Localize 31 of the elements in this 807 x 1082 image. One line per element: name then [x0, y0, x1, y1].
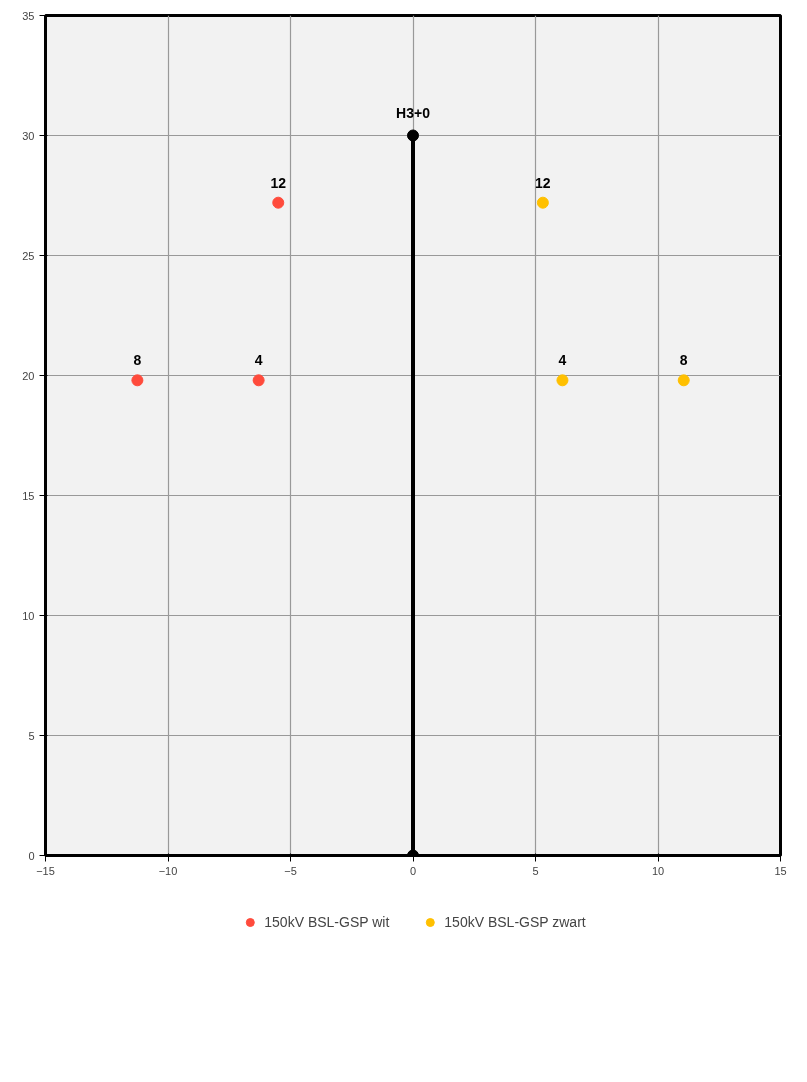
x-tick-label: −15 — [36, 864, 55, 877]
point — [272, 196, 285, 209]
x-tick-label: 0 — [409, 864, 417, 877]
x-tick-label: 10 — [651, 864, 665, 877]
y-tick-label: 15 — [22, 489, 35, 502]
y-tick-label: 35 — [22, 9, 35, 22]
y-tick-label: 10 — [22, 609, 35, 622]
x-tick-label: 15 — [774, 864, 787, 877]
y-tick-label: 25 — [22, 249, 35, 262]
annotation: 4 — [558, 352, 567, 369]
y-tick-label: 20 — [22, 369, 35, 382]
point — [407, 129, 419, 142]
annotation: 12 — [270, 174, 287, 191]
point — [131, 374, 144, 387]
annotation: 8 — [133, 352, 142, 369]
annotation: 12 — [535, 174, 551, 191]
x-tick-label: −5 — [284, 864, 297, 877]
point — [536, 196, 549, 209]
y-tick-label: 0 — [28, 849, 35, 862]
legend-label: 150kV BSL-GSP zwart — [444, 914, 586, 930]
annotation: 8 — [679, 352, 688, 369]
annotation: H3+0 — [396, 104, 431, 121]
x-tick-label: 5 — [532, 864, 539, 877]
legend-label: 150kV BSL-GSP wit — [264, 914, 390, 930]
y-tick-label: 30 — [22, 129, 35, 142]
point — [677, 374, 690, 387]
point — [556, 374, 569, 387]
point — [252, 374, 265, 387]
annotation: 4 — [254, 352, 263, 369]
x-tick-label: −10 — [158, 864, 178, 877]
y-tick-label: 5 — [28, 729, 35, 742]
